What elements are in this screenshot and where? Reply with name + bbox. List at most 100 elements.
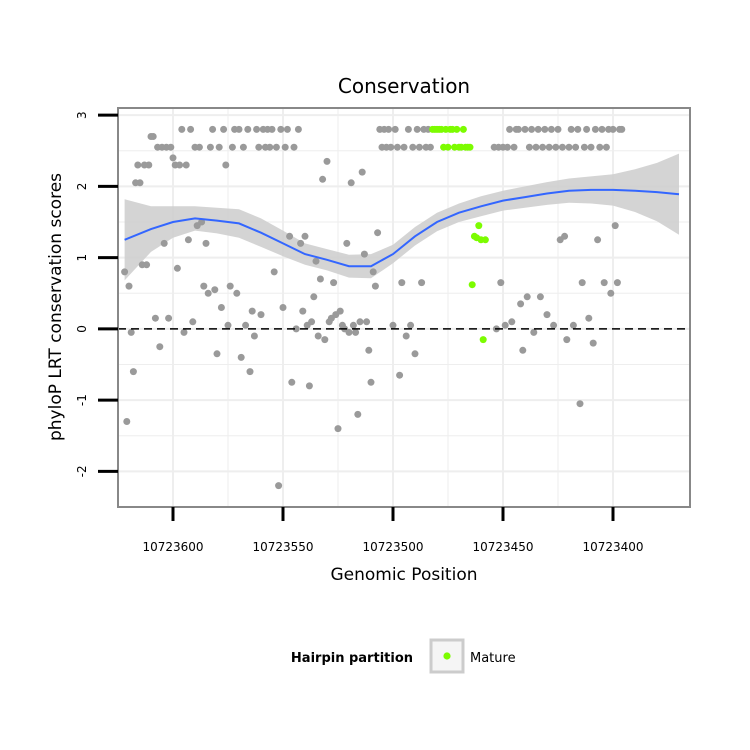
point-other (583, 125, 591, 133)
point-other (136, 179, 144, 187)
point-other (517, 300, 525, 308)
point-other (165, 314, 173, 322)
point-other (365, 346, 373, 354)
point-other (506, 125, 514, 133)
point-other (121, 268, 129, 276)
point-other (213, 350, 221, 358)
point-other (356, 318, 364, 326)
point-other (387, 143, 395, 151)
point-other (145, 161, 153, 169)
point-other (195, 143, 203, 151)
point-other (200, 282, 208, 290)
point-other (167, 143, 175, 151)
grid (118, 108, 690, 507)
point-other (319, 175, 327, 183)
x-tick-label: 10723500 (362, 540, 423, 554)
y-tick-label: -2 (75, 465, 89, 477)
point-other (182, 161, 190, 169)
points-layer (121, 125, 626, 490)
point-other (536, 293, 544, 301)
point-other (594, 236, 602, 244)
point-other (268, 125, 276, 133)
point-other (323, 157, 331, 165)
point-other (257, 311, 265, 319)
point-other (143, 261, 151, 269)
point-other (297, 239, 305, 247)
point-other (393, 143, 401, 151)
point-other (360, 250, 368, 258)
point-other (400, 143, 408, 151)
y-tick-label: 3 (75, 111, 89, 119)
point-other (404, 125, 412, 133)
point-other (292, 325, 300, 333)
point-other (418, 279, 426, 287)
chart-title: Conservation (338, 74, 470, 98)
point-other (389, 321, 397, 329)
point-other (237, 353, 245, 361)
point-other (343, 239, 351, 247)
point-other (149, 133, 157, 140)
point-other (288, 378, 296, 386)
point-other (598, 125, 606, 133)
plot-area (118, 108, 690, 507)
point-other (567, 125, 575, 133)
point-other (565, 143, 573, 151)
point-other (602, 143, 610, 151)
point-other (316, 275, 324, 283)
point-other (189, 318, 197, 326)
point-other (545, 143, 553, 151)
point-other (541, 125, 549, 133)
point-mature (444, 143, 452, 151)
point-other (525, 143, 533, 151)
point-other (552, 143, 560, 151)
point-other (239, 143, 247, 151)
point-other (281, 143, 289, 151)
point-other (169, 154, 177, 162)
point-other (413, 125, 421, 133)
point-other (187, 125, 195, 133)
point-other (308, 318, 316, 326)
point-other (330, 279, 338, 287)
point-other (528, 125, 536, 133)
point-other (580, 143, 588, 151)
point-other (607, 289, 615, 297)
point-other (235, 125, 243, 133)
point-other (501, 321, 509, 329)
point-other (173, 264, 181, 272)
point-other (558, 143, 566, 151)
point-other (600, 279, 608, 287)
point-other (589, 339, 597, 347)
point-other (391, 125, 399, 133)
point-other (277, 125, 285, 133)
point-other (305, 382, 313, 390)
point-other (272, 143, 280, 151)
point-other (611, 222, 619, 230)
point-other (279, 304, 287, 311)
point-other (561, 232, 569, 240)
point-other (222, 161, 230, 169)
point-other (508, 318, 516, 326)
point-other (363, 318, 371, 326)
x-tick-label: 10723450 (472, 540, 533, 554)
point-other (497, 279, 505, 287)
point-other (585, 314, 593, 322)
point-other (503, 143, 511, 151)
point-other (523, 293, 531, 301)
point-other (224, 321, 232, 329)
point-mature (475, 222, 483, 230)
point-other (398, 279, 406, 287)
point-other (206, 143, 214, 151)
legend-label-mature: Mature (470, 651, 516, 666)
point-other (569, 321, 577, 329)
point-other (352, 328, 360, 336)
point-other (134, 161, 142, 169)
point-other (409, 143, 417, 151)
confidence-ribbon-layer (124, 153, 680, 281)
point-other (572, 143, 580, 151)
point-other (374, 229, 382, 237)
x-axis: 10723600 10723550 10723500 10723450 10723400 (142, 507, 644, 554)
point-other (283, 125, 291, 133)
point-other (345, 328, 353, 336)
point-mature (453, 125, 461, 133)
